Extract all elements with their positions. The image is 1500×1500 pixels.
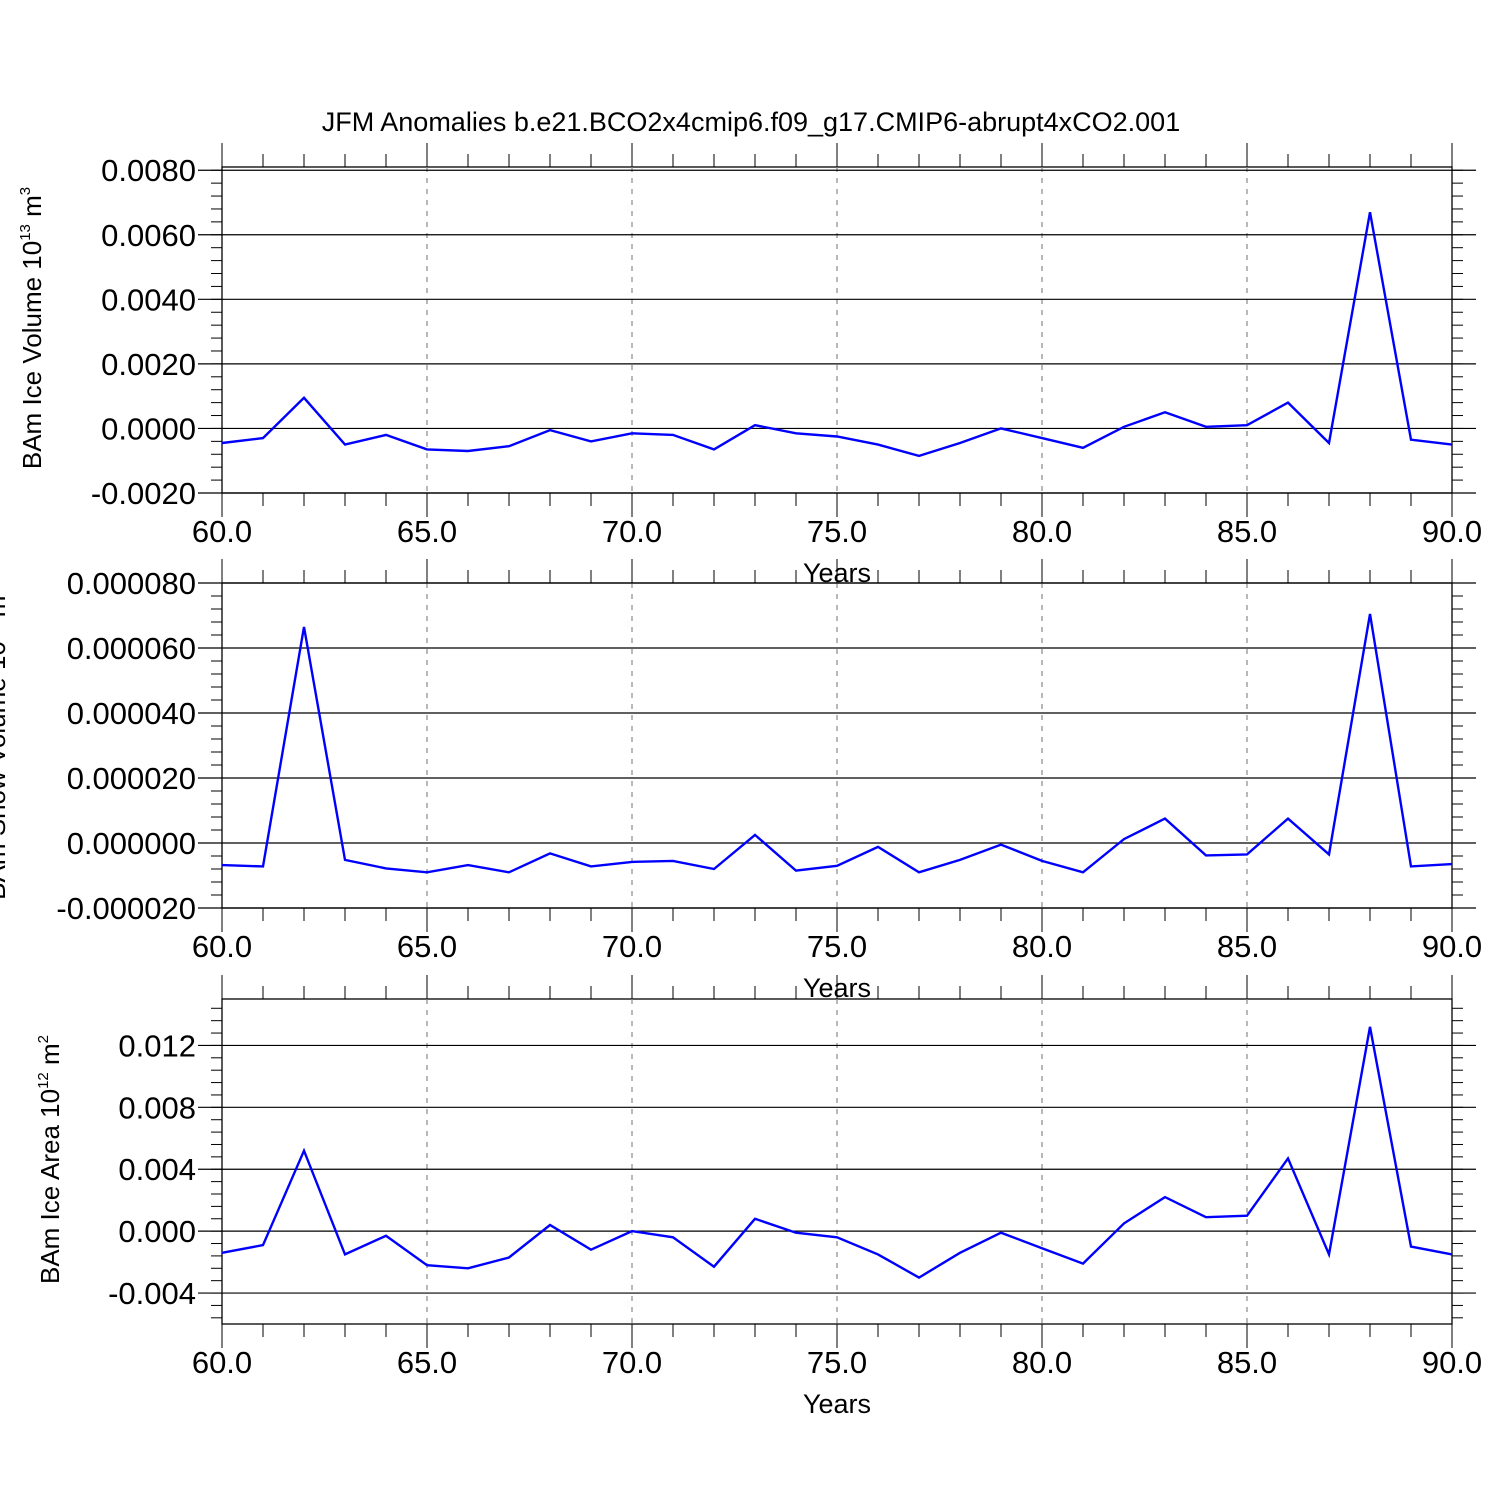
y-axis-label: BAm Snow Volume 1013 m3	[0, 587, 11, 900]
figure-title: JFM Anomalies b.e21.BCO2x4cmip6.f09_g17.…	[322, 107, 1180, 137]
y-axis-label-unit-exp: 2	[35, 1035, 52, 1043]
panel-3: 60.0 65.0 70.0 75.0 80.0 85.0 90.0 -0.004 0.000 0…	[35, 975, 1482, 1419]
y-tick-label: 0.000	[118, 1214, 196, 1249]
x-tick-label: 75.0	[807, 1345, 867, 1380]
x-tick-label: 70.0	[602, 1345, 662, 1380]
y-tick-label: 0.000060	[67, 631, 196, 666]
x-tick-label: 90.0	[1422, 929, 1482, 964]
y-axis-label-unit: m	[17, 195, 47, 224]
x-tick-label: 90.0	[1422, 1345, 1482, 1380]
x-tick-label: 80.0	[1012, 1345, 1072, 1380]
y-axis-label-unit-exp: 3	[17, 187, 34, 195]
x-tick-label: 80.0	[1012, 929, 1072, 964]
y-axis-label-exp: 12	[35, 1072, 52, 1089]
y-axis-label: BAm Ice Area 1012 m2	[35, 1035, 65, 1284]
panel-1: 60.0 65.0 70.0 75.0 80.0 85.0 90.0 -0.0020 0.000…	[17, 143, 1482, 588]
y-tick-label: 0.004	[118, 1152, 196, 1187]
y-tick-label: 0.012	[118, 1028, 196, 1063]
y-tick-label: 0.000040	[67, 696, 196, 731]
y-tick-label: 0.0020	[101, 347, 196, 382]
x-tick-label: 60.0	[192, 1345, 252, 1380]
y-axis-label-text: BAm Snow Volume 10	[0, 641, 11, 900]
x-tick-label: 65.0	[397, 1345, 457, 1380]
y-tick-label: 0.0040	[101, 282, 196, 317]
x-tick-label: 85.0	[1217, 929, 1277, 964]
x-tick-label: 70.0	[602, 929, 662, 964]
y-tick-label: 0.000020	[67, 761, 196, 796]
y-axis-label-unit: m	[35, 1043, 65, 1072]
y-tick-label: 0.0080	[101, 153, 196, 188]
x-tick-label: 60.0	[192, 929, 252, 964]
y-tick-label: 0.0060	[101, 218, 196, 253]
x-tick-label: 90.0	[1422, 514, 1482, 549]
x-tick-label: 70.0	[602, 514, 662, 549]
y-tick-label: 0.000080	[67, 566, 196, 601]
x-tick-label: 65.0	[397, 929, 457, 964]
y-tick-label: -0.000020	[56, 891, 196, 926]
y-axis-label-exp: 13	[17, 224, 34, 241]
y-tick-label: 0.000000	[67, 826, 196, 861]
x-tick-label: 65.0	[397, 514, 457, 549]
x-tick-label: 60.0	[192, 514, 252, 549]
y-tick-label: -0.004	[108, 1276, 196, 1311]
series-line	[221, 613, 1453, 874]
y-axis-label-text: BAm Ice Area 10	[35, 1089, 65, 1284]
panels: 60.0 65.0 70.0 75.0 80.0 85.0 90.0 -0.0020 0.000…	[0, 143, 1482, 1419]
x-tick-label: 80.0	[1012, 514, 1072, 549]
y-tick-label: 0.0000	[101, 411, 196, 446]
panel-2: 60.0 65.0 70.0 75.0 80.0 85.0 90.0 -0.000020 0.0…	[0, 559, 1482, 1003]
x-tick-label: 75.0	[807, 929, 867, 964]
y-tick-label: -0.0020	[91, 476, 196, 511]
x-tick-label: 75.0	[807, 514, 867, 549]
x-tick-label: 85.0	[1217, 1345, 1277, 1380]
y-axis-label-unit: m	[0, 596, 11, 625]
series-line	[221, 1026, 1453, 1279]
series-line	[221, 211, 1453, 458]
y-axis-label-text: BAm Ice Volume 10	[17, 241, 47, 469]
x-tick-label: 85.0	[1217, 514, 1277, 549]
y-axis-label: BAm Ice Volume 1013 m3	[17, 187, 47, 469]
y-tick-label: 0.008	[118, 1090, 196, 1125]
x-axis-label: Years	[803, 1389, 871, 1419]
